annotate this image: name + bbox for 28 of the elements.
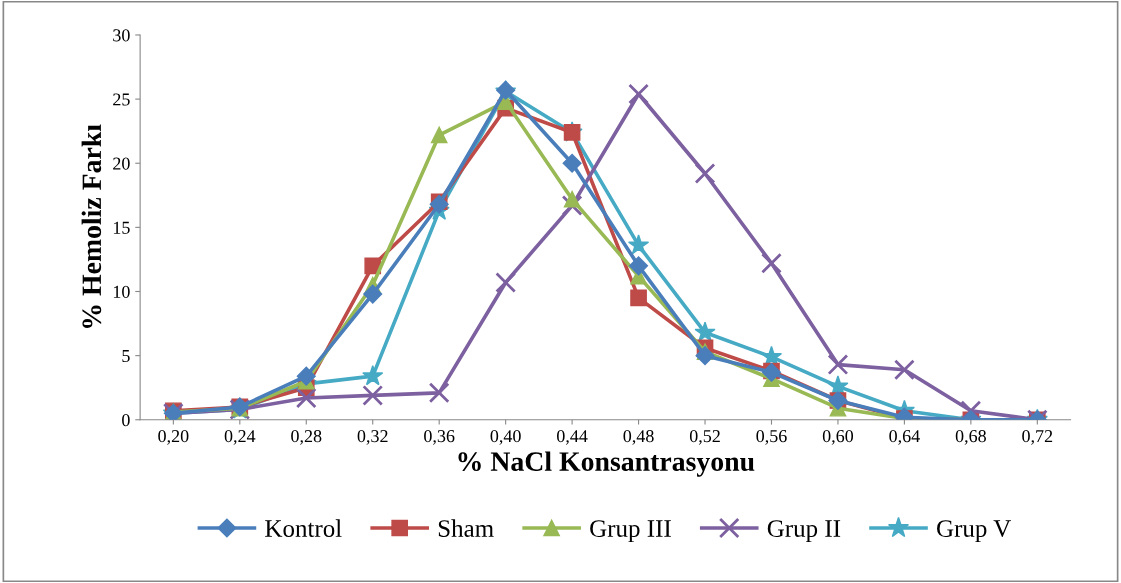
x-tick-label: 0,24 xyxy=(224,430,256,445)
y-tick-label: 25 xyxy=(113,93,130,106)
x-tick-label: 0,48 xyxy=(623,430,654,445)
legend-label: Grup II xyxy=(767,520,841,543)
y-tick-label: 15 xyxy=(113,221,130,234)
y-tick-label: 5 xyxy=(122,350,130,363)
x-tick-label: 0,64 xyxy=(889,430,920,445)
x-tick-label: 0,52 xyxy=(689,430,720,445)
x-tick-label: 0,32 xyxy=(357,430,388,445)
x-tick-label: 0,36 xyxy=(424,430,455,445)
y-axis-title: % Hemoliz Farkı xyxy=(81,124,102,328)
x-tick-label: 0,40 xyxy=(490,430,521,445)
y-tick-label: 20 xyxy=(113,157,130,170)
legend-label: Grup III xyxy=(590,520,671,543)
y-tick-label: 0 xyxy=(122,414,130,427)
legend-label: Grup V xyxy=(937,520,1011,543)
y-tick-label: 10 xyxy=(113,285,130,298)
y-tick-label: 30 xyxy=(113,29,130,42)
x-tick-label: 0,28 xyxy=(291,430,322,445)
x-tick-label: 0,20 xyxy=(158,430,189,445)
x-tick-label: 0,44 xyxy=(557,430,588,445)
x-tick-label: 0,56 xyxy=(756,430,787,445)
x-tick-label: 0,60 xyxy=(822,430,854,445)
legend-label: Kontrol xyxy=(265,519,342,537)
legend-label: Sham xyxy=(438,519,494,537)
x-axis-title: % NaCl Konsantrasyonu xyxy=(458,451,755,477)
x-tick-label: 0,72 xyxy=(1022,430,1053,445)
x-tick-label: 0,68 xyxy=(955,430,986,445)
